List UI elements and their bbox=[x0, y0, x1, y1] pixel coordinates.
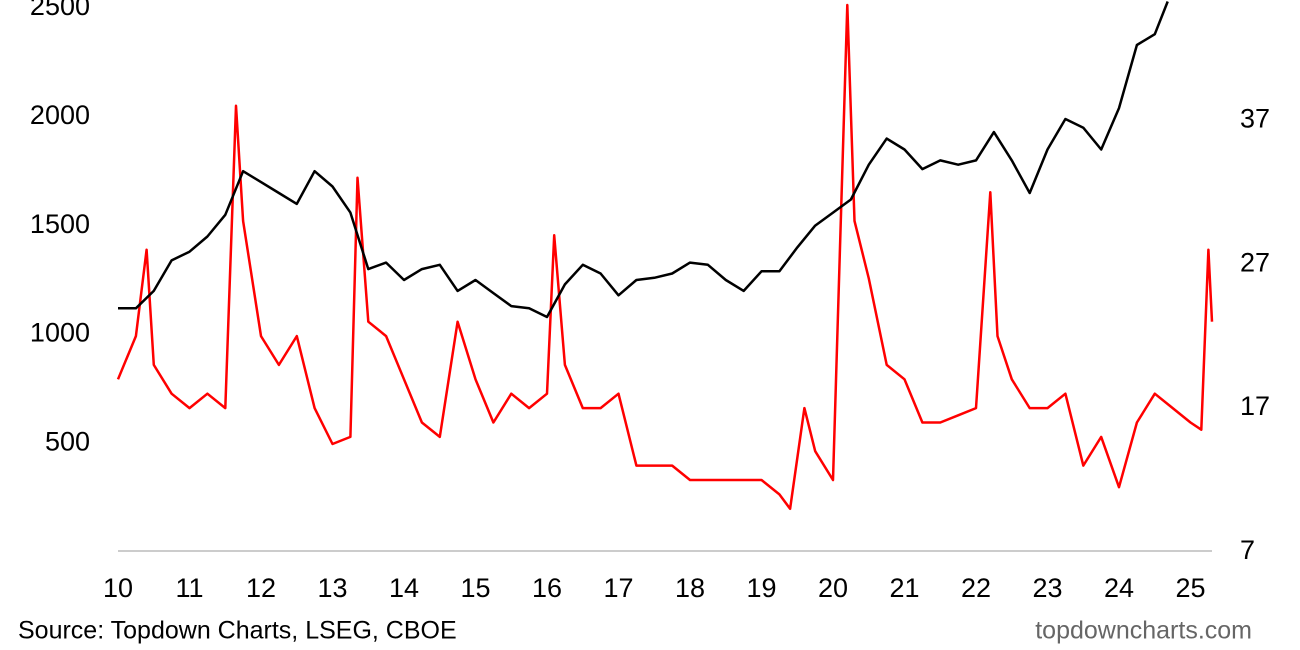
source: Source: Topdown Charts, LSEG, CBOE bbox=[18, 617, 457, 645]
y-tick-label: 1000 bbox=[30, 318, 90, 348]
x-tick-label: 25 bbox=[1176, 573, 1206, 603]
x-tick-label: 22 bbox=[961, 573, 991, 603]
y-tick-label: 2500 bbox=[30, 0, 90, 21]
x-tick-label: 11 bbox=[175, 573, 203, 603]
x-tick-label: 12 bbox=[246, 573, 276, 603]
x-tick-label: 18 bbox=[675, 573, 705, 603]
y2-tick-label: 7 bbox=[1240, 535, 1255, 565]
y-tick-label: 500 bbox=[45, 426, 90, 456]
watermark: topdowncharts.com bbox=[1035, 617, 1252, 645]
y2-tick-label: 17 bbox=[1240, 391, 1270, 421]
x-tick-label: 10 bbox=[103, 573, 133, 603]
x-tick-label: 15 bbox=[460, 573, 490, 603]
y-tick-label: 2000 bbox=[30, 100, 90, 130]
x-tick-label: 13 bbox=[317, 573, 347, 603]
y2-tick-label: 37 bbox=[1240, 103, 1270, 133]
series-line bbox=[116, 3, 1214, 511]
x-tick-label: 20 bbox=[818, 573, 848, 603]
x-tick-label: 24 bbox=[1104, 573, 1134, 603]
x-tick-label: 21 bbox=[890, 573, 920, 603]
x-tick-label: 17 bbox=[603, 573, 633, 603]
x-tick-label: 16 bbox=[532, 573, 562, 603]
series-line bbox=[118, 1, 1169, 319]
y-tick-label: 1500 bbox=[30, 209, 90, 239]
x-tick-label: 14 bbox=[389, 573, 419, 603]
y2-tick-label: 27 bbox=[1240, 247, 1270, 277]
x-tick-label: 23 bbox=[1033, 573, 1063, 603]
x-tick-label: 19 bbox=[747, 573, 777, 603]
